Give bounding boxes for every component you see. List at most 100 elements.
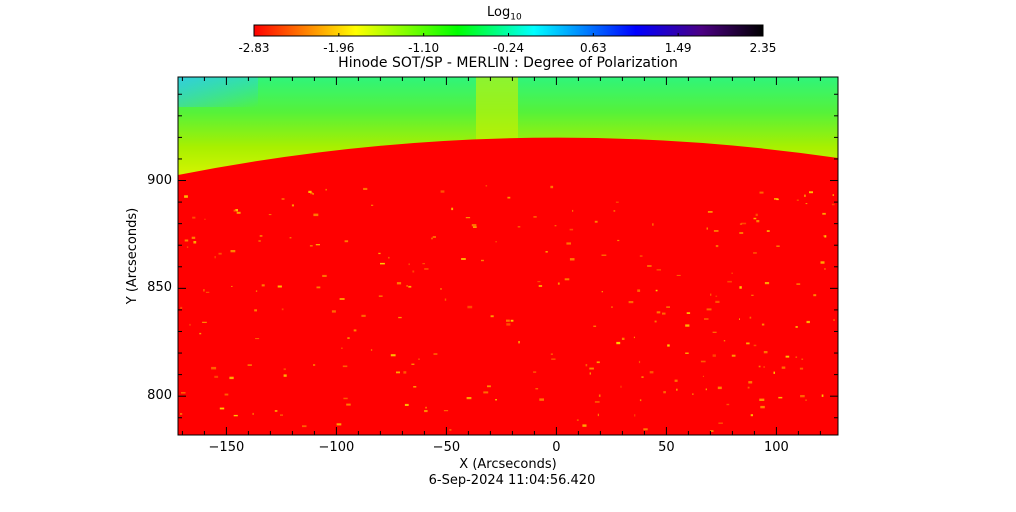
disk-speckle	[255, 290, 258, 292]
colorbar-tick-label: 0.63	[579, 41, 607, 55]
disk-speckle	[593, 325, 597, 327]
disk-speckle	[545, 251, 548, 253]
disk-speckle	[533, 371, 537, 373]
disk-speckle	[302, 425, 307, 428]
disk-speckle	[601, 254, 607, 256]
disk-speckle	[481, 259, 484, 262]
disk-speckle	[617, 239, 620, 242]
disk-speckle	[727, 280, 732, 283]
disk-speckle	[748, 381, 753, 384]
disk-speckle	[554, 225, 557, 227]
disk-speckle	[755, 213, 758, 217]
disk-speckle	[471, 224, 477, 227]
disk-speckle	[766, 230, 770, 232]
disk-speckle	[713, 230, 719, 232]
disk-speckles	[180, 185, 835, 432]
disk-speckle	[235, 209, 238, 212]
disk-speckle	[425, 406, 427, 409]
disk-speckle	[507, 196, 511, 199]
disk-speckle	[638, 360, 641, 364]
disk-speckle	[229, 376, 234, 380]
disk-speckle	[741, 222, 747, 225]
disk-speckle	[712, 354, 716, 357]
x-tick-label: −150	[208, 440, 245, 455]
disk-speckle	[774, 198, 778, 200]
disk-speckle	[773, 371, 775, 374]
disk-speckle	[763, 351, 768, 354]
disk-speckle	[370, 349, 373, 351]
disk-speckle	[596, 361, 600, 364]
disk-speckle	[473, 226, 477, 228]
disk-speckle	[654, 320, 657, 323]
y-tick-label: 900	[147, 172, 172, 188]
disk-speckle	[676, 388, 678, 391]
disk-speckle	[759, 191, 764, 194]
disk-speckle	[218, 252, 222, 255]
disk-speckle	[378, 252, 381, 255]
disk-speckle	[231, 285, 233, 287]
disk-speckle	[309, 245, 313, 247]
colorbar-label-sub: 10	[510, 12, 522, 23]
disk-speckle	[254, 309, 257, 312]
disk-speckle	[186, 246, 189, 248]
disk-speckle	[537, 281, 541, 283]
colorbar-label-base: Log	[487, 5, 511, 20]
disk-speckle	[403, 371, 407, 374]
disk-speckle	[291, 204, 294, 207]
disk-speckle	[805, 399, 807, 401]
disk-speckle	[628, 301, 634, 304]
colorbar-tick-label: -1.96	[323, 41, 355, 55]
disk-speckle	[585, 364, 588, 367]
disk-speckle	[739, 223, 743, 225]
disk-speckle	[620, 385, 622, 388]
disk-speckle	[639, 399, 642, 402]
disk-speckle	[831, 203, 835, 206]
disk-speckle	[758, 365, 761, 368]
disk-speckle	[181, 392, 186, 394]
disk-speckle	[451, 207, 454, 211]
disk-speckle	[252, 412, 254, 415]
disk-speckle	[747, 386, 750, 389]
disk-speckle	[363, 187, 368, 190]
disk-speckle	[289, 237, 292, 239]
disk-speckle	[796, 283, 801, 285]
disk-speckle	[444, 298, 447, 301]
disk-speckle	[739, 286, 742, 289]
disk-speckle	[274, 410, 278, 412]
disk-speckle	[778, 396, 783, 399]
disk-speckle	[259, 235, 263, 237]
disk-speckle	[686, 312, 691, 314]
disk-speckle	[739, 232, 744, 234]
disk-speckle	[312, 193, 314, 195]
disk-speckle	[483, 391, 489, 394]
disk-speckle	[316, 286, 321, 289]
disk-speckle	[589, 372, 591, 375]
disk-speckle	[576, 419, 579, 421]
disk-speckle	[706, 308, 712, 311]
disk-speckle	[702, 375, 704, 377]
disk-speckle	[517, 226, 521, 228]
disk-speckle	[380, 262, 385, 265]
y-axis-label: Y (Arcseconds)	[125, 207, 140, 305]
disk-speckle	[236, 211, 241, 214]
disk-speckle	[518, 341, 520, 344]
colorbar-tick-label: -1.10	[408, 41, 440, 55]
disk-speckle	[449, 429, 452, 431]
disk-speckle	[406, 285, 408, 287]
disk-speckle	[214, 256, 216, 259]
disk-speckle	[412, 270, 415, 273]
disk-speckle	[731, 354, 736, 357]
disk-speckle	[443, 410, 449, 412]
x-tick-label: −100	[318, 440, 355, 455]
disk-speckle	[184, 239, 189, 242]
disk-speckle	[746, 342, 750, 345]
disk-speckle	[685, 324, 690, 327]
disk-speckle	[361, 314, 366, 317]
disk-speckle	[760, 405, 765, 409]
disk-speckle	[739, 318, 740, 320]
disk-speckle	[258, 240, 261, 242]
disk-speckle	[466, 397, 472, 400]
disk-speckle	[344, 240, 349, 243]
disk-speckle	[662, 312, 666, 315]
disk-speckle	[408, 263, 410, 266]
